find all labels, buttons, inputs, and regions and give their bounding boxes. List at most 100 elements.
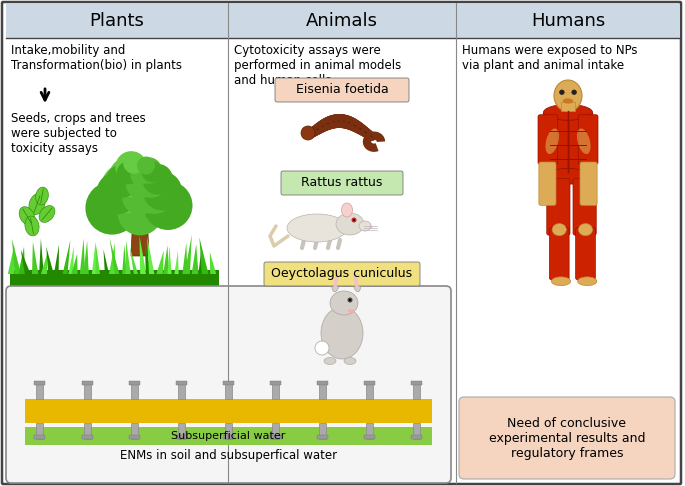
Bar bbox=[131, 423, 138, 439]
Polygon shape bbox=[199, 249, 203, 274]
Polygon shape bbox=[39, 239, 44, 274]
Bar bbox=[129, 435, 140, 439]
Text: Humans: Humans bbox=[531, 12, 605, 30]
Bar bbox=[366, 383, 373, 399]
Bar bbox=[319, 423, 326, 439]
Bar bbox=[25, 399, 432, 423]
Polygon shape bbox=[140, 236, 147, 274]
Ellipse shape bbox=[36, 187, 49, 205]
Ellipse shape bbox=[287, 214, 347, 242]
Bar bbox=[36, 423, 44, 439]
Bar bbox=[270, 381, 281, 385]
Bar bbox=[457, 4, 680, 38]
Bar bbox=[129, 381, 140, 385]
Bar bbox=[84, 423, 90, 439]
Polygon shape bbox=[192, 244, 199, 274]
Polygon shape bbox=[122, 245, 127, 274]
FancyBboxPatch shape bbox=[575, 227, 595, 280]
Circle shape bbox=[126, 171, 154, 199]
Circle shape bbox=[137, 156, 155, 174]
Ellipse shape bbox=[19, 207, 35, 226]
Polygon shape bbox=[109, 243, 115, 274]
Text: Oeyctolagus cuniculus: Oeyctolagus cuniculus bbox=[271, 267, 412, 280]
Text: Need of conclusive
experimental results and
regulatory frames: Need of conclusive experimental results … bbox=[489, 417, 645, 459]
Circle shape bbox=[571, 89, 577, 95]
Bar bbox=[225, 423, 232, 439]
FancyBboxPatch shape bbox=[549, 227, 569, 280]
Polygon shape bbox=[79, 239, 85, 274]
Bar bbox=[225, 383, 232, 399]
Ellipse shape bbox=[25, 216, 39, 236]
Bar bbox=[414, 423, 421, 439]
Polygon shape bbox=[92, 242, 97, 274]
Ellipse shape bbox=[330, 291, 358, 315]
Bar bbox=[34, 435, 45, 439]
Bar bbox=[131, 383, 138, 399]
Text: Rattus rattus: Rattus rattus bbox=[301, 176, 383, 190]
Circle shape bbox=[130, 166, 149, 185]
Bar bbox=[178, 383, 185, 399]
Circle shape bbox=[142, 161, 162, 182]
Circle shape bbox=[133, 172, 175, 214]
Circle shape bbox=[351, 218, 356, 223]
Ellipse shape bbox=[342, 203, 353, 217]
Bar bbox=[412, 435, 423, 439]
Bar bbox=[272, 383, 279, 399]
Polygon shape bbox=[175, 251, 179, 274]
Bar bbox=[364, 435, 375, 439]
Ellipse shape bbox=[324, 358, 336, 364]
Polygon shape bbox=[21, 249, 31, 274]
Ellipse shape bbox=[577, 277, 597, 286]
Text: Intake,mobility and
Transformation(bio) in plants: Intake,mobility and Transformation(bio) … bbox=[11, 44, 182, 72]
Bar bbox=[82, 381, 92, 385]
Circle shape bbox=[116, 162, 140, 184]
Circle shape bbox=[559, 89, 564, 95]
Polygon shape bbox=[62, 240, 71, 274]
Bar bbox=[84, 383, 90, 399]
Circle shape bbox=[143, 181, 192, 230]
Bar bbox=[414, 383, 421, 399]
Bar bbox=[176, 381, 187, 385]
Ellipse shape bbox=[336, 213, 364, 235]
Polygon shape bbox=[71, 254, 77, 274]
FancyBboxPatch shape bbox=[547, 179, 570, 235]
Bar bbox=[270, 435, 281, 439]
Circle shape bbox=[123, 152, 145, 174]
FancyBboxPatch shape bbox=[543, 112, 593, 179]
Ellipse shape bbox=[29, 193, 45, 215]
Text: Subsuperficial water: Subsuperficial water bbox=[171, 431, 286, 441]
Circle shape bbox=[118, 191, 162, 235]
Bar bbox=[34, 381, 45, 385]
FancyBboxPatch shape bbox=[580, 162, 597, 206]
Ellipse shape bbox=[554, 80, 582, 111]
Ellipse shape bbox=[39, 206, 55, 223]
Bar bbox=[229, 4, 456, 38]
Bar bbox=[319, 383, 326, 399]
Ellipse shape bbox=[351, 270, 360, 292]
Polygon shape bbox=[130, 247, 138, 274]
Bar bbox=[10, 270, 219, 292]
Text: Animals: Animals bbox=[306, 12, 378, 30]
Polygon shape bbox=[12, 239, 21, 274]
Bar bbox=[223, 435, 234, 439]
FancyBboxPatch shape bbox=[275, 78, 409, 102]
Polygon shape bbox=[18, 246, 25, 274]
FancyBboxPatch shape bbox=[539, 162, 556, 206]
Ellipse shape bbox=[332, 270, 340, 292]
FancyBboxPatch shape bbox=[281, 171, 403, 195]
Bar bbox=[317, 435, 328, 439]
Circle shape bbox=[105, 164, 139, 198]
Polygon shape bbox=[68, 246, 74, 274]
FancyBboxPatch shape bbox=[264, 262, 420, 286]
FancyBboxPatch shape bbox=[459, 397, 675, 479]
Bar bbox=[366, 423, 373, 439]
Bar bbox=[178, 423, 185, 439]
Ellipse shape bbox=[551, 277, 571, 286]
Ellipse shape bbox=[563, 98, 573, 104]
Polygon shape bbox=[147, 236, 154, 274]
Ellipse shape bbox=[571, 90, 577, 94]
Polygon shape bbox=[168, 246, 172, 274]
Text: Humans were exposed to NPs
via plant and animal intake: Humans were exposed to NPs via plant and… bbox=[462, 44, 638, 72]
Text: Cytotoxicity assays were
performed in animal models
and human cells: Cytotoxicity assays were performed in an… bbox=[234, 44, 401, 87]
Bar bbox=[317, 381, 328, 385]
